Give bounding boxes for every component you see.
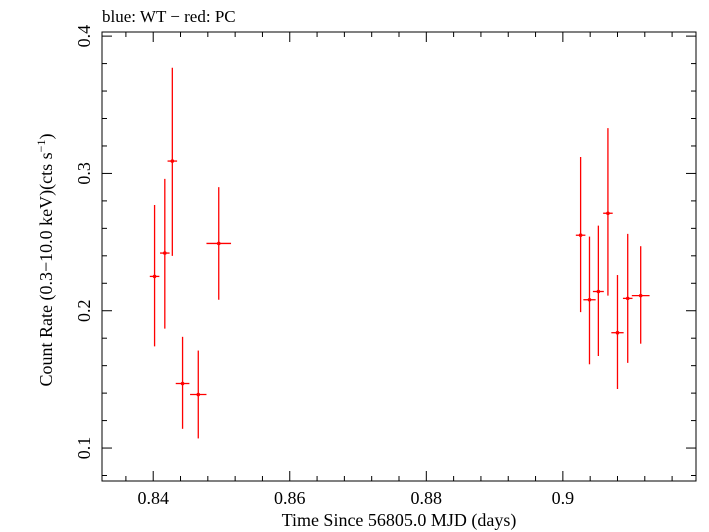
y-tick-label: 0.3 <box>74 162 94 185</box>
point-marker <box>587 297 592 302</box>
point-marker <box>606 211 610 216</box>
point-marker <box>625 296 630 301</box>
data-point <box>603 128 613 296</box>
x-axis-label: Time Since 56805.0 MJD (days) <box>282 510 517 531</box>
plot-frame <box>101 31 697 482</box>
data-point <box>190 350 207 439</box>
data-point <box>149 205 160 347</box>
x-tick-label: 0.86 <box>274 488 306 508</box>
point-marker <box>170 159 175 163</box>
axis-tick-labels: 0.84 0.86 0.88 0.9 0.1 0.2 0.3 0.4 <box>74 25 574 508</box>
y-tick-label: 0.2 <box>74 299 94 322</box>
chart-title: blue: WT − red: PC <box>102 7 236 26</box>
point-marker <box>163 251 167 255</box>
y-axis-label-superscript: −1 <box>34 140 48 153</box>
y-tick-label: 0.4 <box>74 25 94 48</box>
x-tick-label: 0.88 <box>411 488 443 508</box>
x-tick-label: 0.84 <box>137 488 169 508</box>
y-axis-label-end: ) <box>36 134 57 140</box>
point-marker <box>152 274 157 279</box>
data-point <box>583 236 596 365</box>
data-point <box>175 336 190 429</box>
y-axis-label: Count Rate (0.3−10.0 keV)(cts s−1) <box>34 134 57 387</box>
data-point <box>575 156 586 313</box>
point-marker <box>196 392 201 397</box>
y-axis-label-main: Count Rate (0.3−10.0 keV)(cts s <box>36 152 57 386</box>
data-point <box>167 67 178 256</box>
data-point <box>592 225 604 357</box>
data-point <box>206 187 232 300</box>
data-point <box>622 233 633 363</box>
point-marker <box>596 289 601 294</box>
axis-ticks <box>102 32 696 481</box>
data-point <box>631 246 650 344</box>
point-marker <box>216 241 221 246</box>
point-marker <box>615 330 620 335</box>
data-point <box>611 275 624 390</box>
x-tick-label: 0.9 <box>552 488 575 508</box>
data-point <box>160 178 170 329</box>
y-tick-label: 0.1 <box>74 437 94 460</box>
data-points <box>149 67 650 439</box>
point-marker <box>578 233 583 238</box>
point-marker <box>638 293 643 298</box>
point-marker <box>180 381 185 386</box>
